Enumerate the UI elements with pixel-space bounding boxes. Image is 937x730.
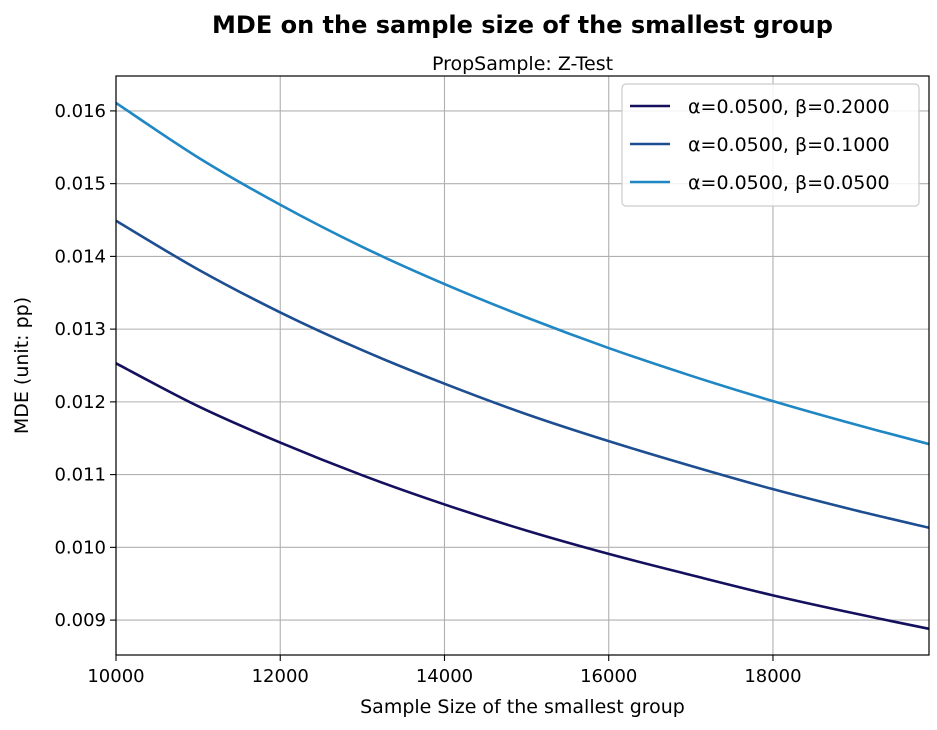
y-tick-label: 0.016 bbox=[54, 101, 106, 122]
x-tick-label: 18000 bbox=[744, 666, 801, 687]
x-tick-label: 12000 bbox=[252, 666, 309, 687]
y-tick-label: 0.013 bbox=[54, 319, 106, 340]
y-tick-label: 0.014 bbox=[54, 246, 106, 267]
legend-box bbox=[621, 83, 920, 207]
chart-subtitle: PropSample: Z-Test bbox=[432, 53, 613, 75]
y-axis-label: MDE (unit: pp) bbox=[11, 297, 33, 434]
series-lines bbox=[115, 101, 930, 631]
chart-title: MDE on the sample size of the smallest g… bbox=[212, 11, 833, 39]
y-tick-label: 0.009 bbox=[54, 610, 106, 631]
y-tick-label: 0.010 bbox=[54, 537, 106, 558]
y-tick-label: 0.011 bbox=[54, 465, 106, 486]
legend: α=0.0500, β=0.2000 α=0.0500, β=0.1000 α=0.… bbox=[621, 83, 920, 207]
y-tick-label: 0.012 bbox=[54, 392, 106, 413]
y-tick-label: 0.015 bbox=[54, 174, 106, 195]
series-line-2 bbox=[115, 219, 930, 529]
series-line-3 bbox=[115, 101, 930, 446]
x-axis-label: Sample Size of the smallest group bbox=[360, 696, 685, 718]
axis-ticks: 10000 12000 14000 16000 18000 0.009 0.010 0.011… bbox=[54, 101, 801, 687]
x-tick-label: 14000 bbox=[416, 666, 473, 687]
series-line-1 bbox=[115, 362, 930, 631]
legend-label-1: α=0.0500, β=0.2000 bbox=[688, 96, 890, 118]
legend-label-2: α=0.0500, β=0.1000 bbox=[688, 134, 890, 156]
plot-frame bbox=[115, 75, 930, 656]
x-tick-label: 16000 bbox=[580, 666, 637, 687]
x-tick-label: 10000 bbox=[87, 666, 144, 687]
legend-label-3: α=0.0500, β=0.0500 bbox=[688, 172, 890, 194]
